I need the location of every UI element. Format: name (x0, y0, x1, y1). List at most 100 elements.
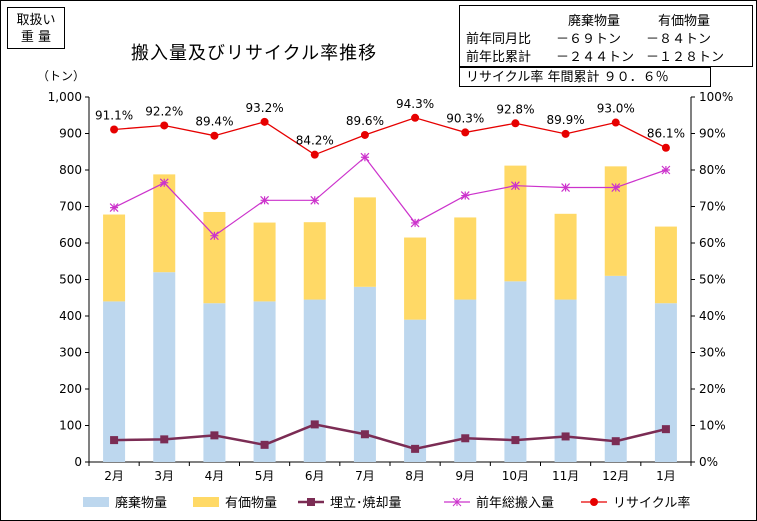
point-prev-total (310, 195, 320, 205)
point-recycle-rate (110, 125, 119, 134)
x-tick-label: 6月 (305, 469, 325, 483)
legend-label: 前年総搬入量 (476, 495, 554, 511)
y-axis-unit: （トン） (37, 69, 86, 83)
point-landfill (360, 430, 369, 439)
bar-waste (554, 299, 577, 462)
bar-waste (404, 319, 427, 462)
summary-row1-waste: －６９トン (556, 32, 622, 47)
legend-label: 有価物量 (225, 496, 277, 511)
bar-waste (303, 299, 326, 462)
point-landfill (310, 420, 319, 429)
y2-tick-label: 80% (699, 163, 726, 177)
point-landfill (210, 431, 219, 440)
line-prev-total (113, 156, 667, 237)
point-landfill (561, 432, 570, 441)
bar-valuable (353, 197, 376, 287)
legend-label: 廃棄物量 (115, 495, 167, 511)
point-landfill (611, 437, 620, 446)
point-landfill (511, 436, 520, 445)
summary-box: 廃棄物量 有価物量 前年同月比 －６９トン －８４トン 前年比累計 －２４４トン… (459, 5, 753, 67)
point-landfill (461, 434, 470, 443)
y-tick-label: 700 (59, 200, 82, 214)
bar-valuable (654, 226, 677, 304)
line-landfill (114, 423, 667, 451)
x-tick-label: 8月 (405, 469, 425, 483)
legend-marker (307, 498, 315, 506)
y2-tick-label: 40% (699, 309, 726, 323)
bar-valuable (153, 174, 176, 273)
x-tick-label: 1月 (656, 469, 676, 483)
point-recycle-rate (511, 119, 520, 128)
recycle-cumulative-text: リサイクル率 年間累計 ９０．６％ (466, 70, 669, 85)
data-label-recycle-rate: 84.2% (296, 134, 334, 148)
bar-waste (103, 301, 126, 462)
bar-waste (153, 272, 176, 462)
y2-tick-label: 30% (699, 346, 726, 360)
y-tick-label: 0 (74, 455, 82, 469)
point-recycle-rate (160, 121, 169, 130)
x-tick-label: 12月 (602, 469, 629, 483)
point-prev-total (360, 152, 370, 162)
y2-tick-label: 0% (699, 455, 718, 469)
data-label-recycle-rate: 93.0% (597, 102, 635, 116)
point-recycle-rate (260, 117, 269, 126)
point-prev-total (410, 218, 420, 228)
y-tick-label: 1,000 (48, 90, 82, 104)
point-prev-total (209, 231, 219, 241)
point-prev-total (611, 183, 621, 192)
legend-marker (452, 497, 462, 507)
x-tick-label: 9月 (455, 469, 475, 483)
x-tick-label: 10月 (502, 469, 529, 483)
point-prev-total (109, 203, 119, 213)
y-tick-label: 500 (59, 273, 82, 287)
point-recycle-rate (310, 150, 319, 159)
x-tick-label: 5月 (255, 469, 275, 483)
bar-waste (353, 286, 376, 462)
x-tick-label: 7月 (355, 469, 375, 483)
bar-waste (504, 281, 527, 462)
legend-marker (590, 498, 598, 506)
point-landfill (411, 444, 420, 453)
point-landfill (260, 440, 269, 449)
point-recycle-rate (661, 143, 670, 152)
point-recycle-rate (210, 131, 219, 140)
y2-tick-label: 50% (699, 273, 726, 287)
unit-box-line1: 取扱い (16, 13, 56, 28)
bar-valuable (253, 222, 276, 302)
point-recycle-rate (561, 129, 570, 138)
legend-swatch (83, 497, 109, 507)
point-landfill (160, 435, 169, 444)
y-tick-label: 100 (59, 419, 82, 433)
point-prev-total (159, 178, 169, 188)
x-tick-label: 3月 (154, 469, 174, 483)
point-recycle-rate (611, 118, 620, 127)
y-tick-label: 200 (59, 382, 82, 396)
bar-valuable (604, 166, 627, 276)
y2-tick-label: 70% (699, 200, 726, 214)
y2-tick-label: 60% (699, 236, 726, 250)
point-recycle-rate (411, 113, 420, 122)
data-label-recycle-rate: 92.8% (496, 102, 534, 116)
summary-row1-valuable: －８４トン (646, 32, 712, 47)
summary-header-valuable: 有価物量 (658, 14, 711, 29)
unit-box: 取扱い 重 量 (7, 7, 65, 49)
y-tick-label: 300 (59, 346, 82, 360)
bar-valuable (454, 217, 477, 300)
point-landfill (110, 436, 119, 445)
bar-waste (654, 303, 677, 462)
y2-tick-label: 90% (699, 127, 726, 141)
bar-waste (253, 301, 276, 462)
summary-row2-label: 前年比累計 (466, 50, 532, 65)
y2-tick-label: 100% (699, 90, 733, 104)
point-prev-total (661, 165, 671, 175)
data-label-recycle-rate: 91.1% (95, 108, 133, 122)
summary-header-waste: 廃棄物量 (568, 14, 621, 29)
legend-label: リサイクル率 (613, 495, 690, 511)
y-tick-label: 600 (59, 236, 82, 250)
bar-waste (203, 303, 226, 462)
x-tick-label: 2月 (104, 469, 124, 483)
data-label-recycle-rate: 86.1% (647, 127, 685, 141)
recycle-cumulative-box: リサイクル率 年間累計 ９０．６％ (459, 67, 711, 87)
bar-waste (604, 275, 627, 462)
